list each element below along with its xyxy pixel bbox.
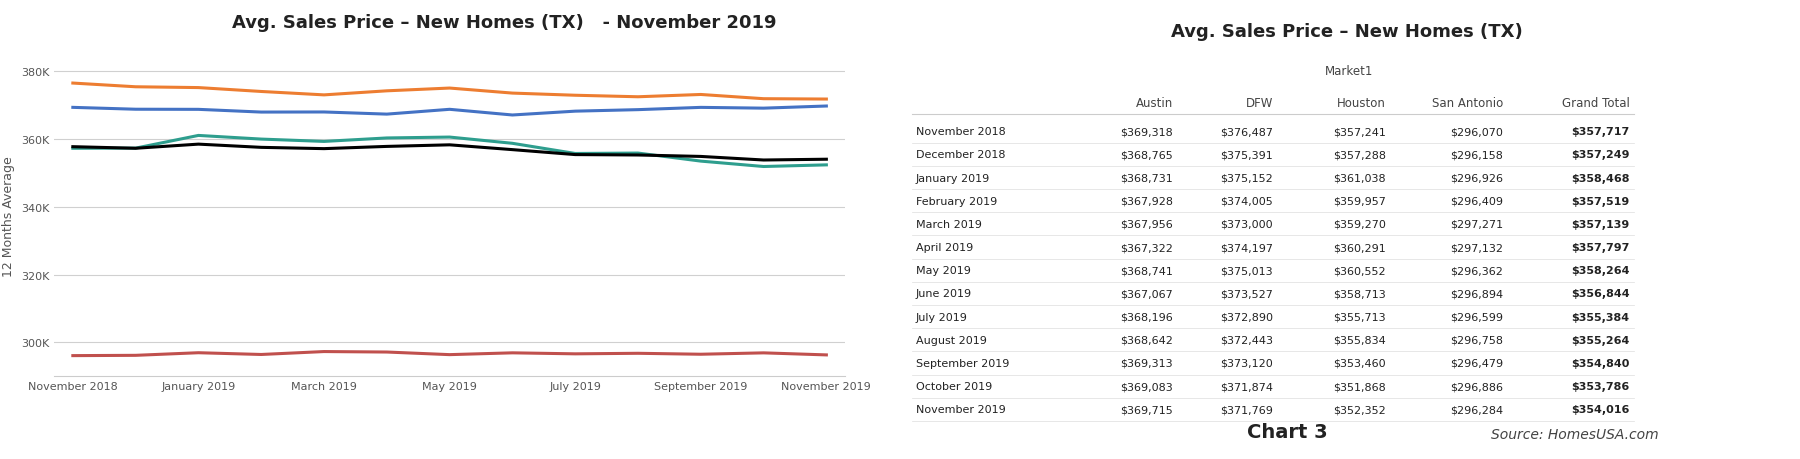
Text: $296,070: $296,070 [1451, 127, 1503, 137]
Text: $357,717: $357,717 [1571, 127, 1629, 137]
Text: $369,083: $369,083 [1120, 381, 1174, 392]
Text: June 2019: June 2019 [916, 289, 972, 299]
Text: $372,890: $372,890 [1220, 312, 1273, 322]
Text: $359,957: $359,957 [1334, 196, 1386, 206]
Text: $357,241: $357,241 [1334, 127, 1386, 137]
Text: Source: HomesUSA.com: Source: HomesUSA.com [1490, 427, 1660, 441]
Text: $375,152: $375,152 [1220, 173, 1273, 183]
Text: $368,741: $368,741 [1120, 266, 1174, 276]
Text: $356,844: $356,844 [1571, 289, 1629, 299]
Text: $375,391: $375,391 [1220, 150, 1273, 160]
Text: DFW: DFW [1246, 97, 1273, 110]
Text: August 2019: August 2019 [916, 335, 986, 345]
Text: July 2019: July 2019 [916, 312, 968, 322]
Text: January 2019: January 2019 [916, 173, 990, 183]
Text: $354,840: $354,840 [1571, 358, 1629, 368]
Text: $359,270: $359,270 [1334, 219, 1386, 230]
Text: $351,868: $351,868 [1334, 381, 1386, 392]
Text: $296,599: $296,599 [1451, 312, 1503, 322]
Text: $297,132: $297,132 [1451, 242, 1503, 252]
Text: $367,928: $367,928 [1120, 196, 1174, 206]
Text: Austin: Austin [1136, 97, 1174, 110]
Text: $375,013: $375,013 [1220, 266, 1273, 276]
Text: San Antonio: San Antonio [1433, 97, 1503, 110]
Text: $367,067: $367,067 [1120, 289, 1174, 299]
Text: February 2019: February 2019 [916, 196, 997, 206]
Text: $296,886: $296,886 [1451, 381, 1503, 392]
Text: $367,956: $367,956 [1120, 219, 1174, 230]
Text: Grand Total: Grand Total [1562, 97, 1629, 110]
Text: $360,552: $360,552 [1334, 266, 1386, 276]
Text: $352,352: $352,352 [1334, 404, 1386, 414]
Text: $355,264: $355,264 [1571, 335, 1629, 345]
Text: $357,139: $357,139 [1571, 219, 1629, 230]
Text: November 2018: November 2018 [916, 127, 1006, 137]
Text: Chart 3: Chart 3 [1247, 422, 1327, 441]
Text: $297,271: $297,271 [1451, 219, 1503, 230]
Text: $296,362: $296,362 [1451, 266, 1503, 276]
Text: $358,713: $358,713 [1334, 289, 1386, 299]
Text: $373,120: $373,120 [1220, 358, 1273, 368]
Text: Market1: Market1 [1325, 65, 1373, 78]
Text: $367,322: $367,322 [1120, 242, 1174, 252]
Text: $368,196: $368,196 [1120, 312, 1174, 322]
Text: $355,384: $355,384 [1571, 312, 1629, 322]
Text: November 2019: November 2019 [916, 404, 1006, 414]
Text: $296,158: $296,158 [1451, 150, 1503, 160]
Text: $369,715: $369,715 [1120, 404, 1174, 414]
Text: $353,786: $353,786 [1571, 381, 1629, 392]
Text: $355,834: $355,834 [1334, 335, 1386, 345]
Text: May 2019: May 2019 [916, 266, 970, 276]
Text: $353,460: $353,460 [1334, 358, 1386, 368]
Text: $296,894: $296,894 [1451, 289, 1503, 299]
Text: $357,288: $357,288 [1334, 150, 1386, 160]
Text: $374,005: $374,005 [1220, 196, 1273, 206]
Text: $376,487: $376,487 [1220, 127, 1273, 137]
Text: $369,313: $369,313 [1120, 358, 1174, 368]
Text: $372,443: $372,443 [1220, 335, 1273, 345]
Text: $355,713: $355,713 [1334, 312, 1386, 322]
Text: Avg. Sales Price – New Homes (TX): Avg. Sales Price – New Homes (TX) [1172, 23, 1523, 41]
Text: March 2019: March 2019 [916, 219, 981, 230]
Text: $368,765: $368,765 [1120, 150, 1174, 160]
Text: $354,016: $354,016 [1571, 404, 1629, 414]
Text: $373,000: $373,000 [1220, 219, 1273, 230]
Text: $371,874: $371,874 [1220, 381, 1273, 392]
Text: $357,797: $357,797 [1571, 242, 1629, 252]
Text: $296,479: $296,479 [1451, 358, 1503, 368]
Text: $360,291: $360,291 [1334, 242, 1386, 252]
Text: $374,197: $374,197 [1220, 242, 1273, 252]
Text: $296,409: $296,409 [1451, 196, 1503, 206]
Text: $368,731: $368,731 [1120, 173, 1174, 183]
Y-axis label: 12 Months Average: 12 Months Average [2, 156, 14, 276]
Text: October 2019: October 2019 [916, 381, 992, 392]
Text: April 2019: April 2019 [916, 242, 974, 252]
Text: $373,527: $373,527 [1220, 289, 1273, 299]
Text: $369,318: $369,318 [1120, 127, 1174, 137]
Text: $357,249: $357,249 [1571, 150, 1629, 160]
Text: December 2018: December 2018 [916, 150, 1006, 160]
Text: Houston: Houston [1337, 97, 1386, 110]
Text: $296,284: $296,284 [1451, 404, 1503, 414]
Text: $358,468: $358,468 [1571, 173, 1629, 183]
Text: $358,264: $358,264 [1571, 266, 1629, 276]
Text: $371,769: $371,769 [1220, 404, 1273, 414]
Text: $296,926: $296,926 [1451, 173, 1503, 183]
Text: September 2019: September 2019 [916, 358, 1010, 368]
Text: $357,519: $357,519 [1571, 196, 1629, 206]
Text: $296,758: $296,758 [1451, 335, 1503, 345]
Text: $361,038: $361,038 [1334, 173, 1386, 183]
Text: Avg. Sales Price – New Homes (TX)   - November 2019: Avg. Sales Price – New Homes (TX) - Nove… [232, 14, 776, 32]
Text: $368,642: $368,642 [1120, 335, 1174, 345]
